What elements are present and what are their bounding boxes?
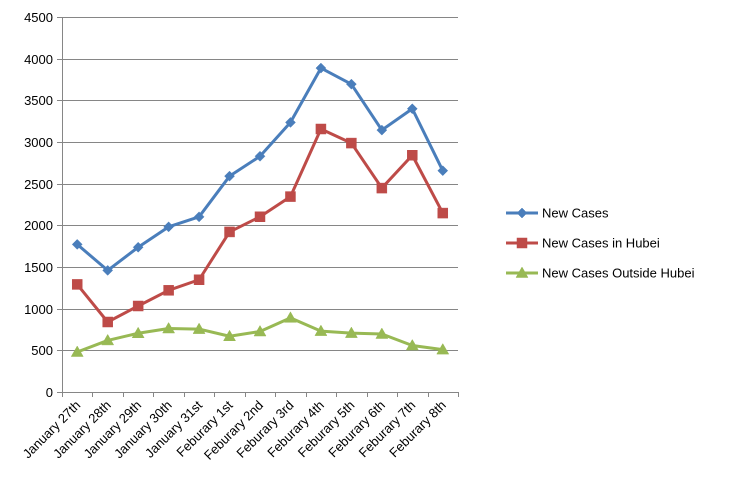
data-point bbox=[254, 211, 266, 222]
data-point bbox=[315, 62, 327, 74]
y-axis-ticks: 0 500 1000 1500 2000 2500 3000 3500 4000 4500 bbox=[24, 10, 53, 400]
data-point bbox=[162, 321, 176, 334]
data-point bbox=[284, 311, 297, 323]
data-point bbox=[315, 123, 327, 135]
y-tick-label: 4500 bbox=[24, 10, 53, 25]
series-0 bbox=[71, 62, 449, 276]
data-point bbox=[101, 333, 115, 346]
series-line bbox=[76, 66, 445, 272]
data-point bbox=[132, 300, 144, 312]
series-2 bbox=[70, 311, 450, 357]
data-point bbox=[346, 78, 357, 90]
data-point bbox=[192, 322, 206, 334]
data-point bbox=[407, 150, 418, 161]
legend-label: New Cases bbox=[542, 206, 609, 221]
legend-marker bbox=[516, 207, 528, 219]
data-point bbox=[253, 324, 267, 337]
y-tick-label: 1500 bbox=[24, 260, 53, 275]
legend-entry: New Cases bbox=[506, 206, 609, 221]
legend-marker bbox=[516, 237, 528, 249]
data-point bbox=[102, 316, 113, 328]
legend-label: New Cases in Hubei bbox=[542, 236, 660, 251]
data-point bbox=[406, 103, 418, 115]
gridlines bbox=[62, 17, 458, 351]
data-point bbox=[71, 239, 83, 250]
legend: New Cases New Cases in Hubei New Cases Out… bbox=[506, 206, 695, 281]
y-tick-label: 3000 bbox=[24, 135, 53, 150]
data-point bbox=[163, 221, 174, 233]
data-point bbox=[405, 338, 419, 351]
data-point bbox=[314, 324, 328, 336]
data-point bbox=[375, 327, 389, 339]
legend-label: New Cases Outside Hubei bbox=[542, 266, 695, 281]
data-point bbox=[70, 345, 84, 357]
data-point bbox=[254, 150, 266, 162]
data-point bbox=[224, 170, 235, 182]
y-tick-label: 3500 bbox=[24, 93, 53, 108]
data-point bbox=[102, 265, 114, 276]
data-point bbox=[163, 285, 174, 296]
data-point bbox=[346, 137, 357, 149]
data-point bbox=[376, 182, 388, 194]
legend-entry: New Cases Outside Hubei bbox=[506, 266, 695, 281]
y-tick-label: 0 bbox=[46, 385, 53, 400]
y-tick-label: 2500 bbox=[24, 177, 53, 192]
data-point bbox=[193, 211, 205, 223]
y-tick-label: 4000 bbox=[24, 52, 53, 67]
data-point bbox=[71, 279, 83, 290]
axes bbox=[57, 17, 459, 397]
y-tick-label: 2000 bbox=[24, 218, 53, 233]
data-point bbox=[344, 326, 358, 338]
data-point bbox=[132, 241, 144, 253]
series-group bbox=[70, 62, 450, 357]
data-point bbox=[223, 329, 236, 341]
data-point bbox=[285, 191, 296, 202]
data-point bbox=[437, 165, 449, 177]
data-point bbox=[285, 117, 296, 128]
data-point bbox=[193, 274, 205, 285]
legend-entry: New Cases in Hubei bbox=[506, 236, 660, 251]
data-point bbox=[436, 343, 450, 355]
data-point bbox=[131, 326, 145, 338]
series-1 bbox=[71, 123, 449, 328]
y-tick-label: 500 bbox=[31, 343, 53, 358]
data-point bbox=[437, 207, 449, 219]
legend-marker bbox=[515, 266, 529, 278]
data-point bbox=[376, 124, 388, 136]
data-point bbox=[224, 226, 235, 238]
y-tick-label: 1000 bbox=[24, 302, 53, 317]
